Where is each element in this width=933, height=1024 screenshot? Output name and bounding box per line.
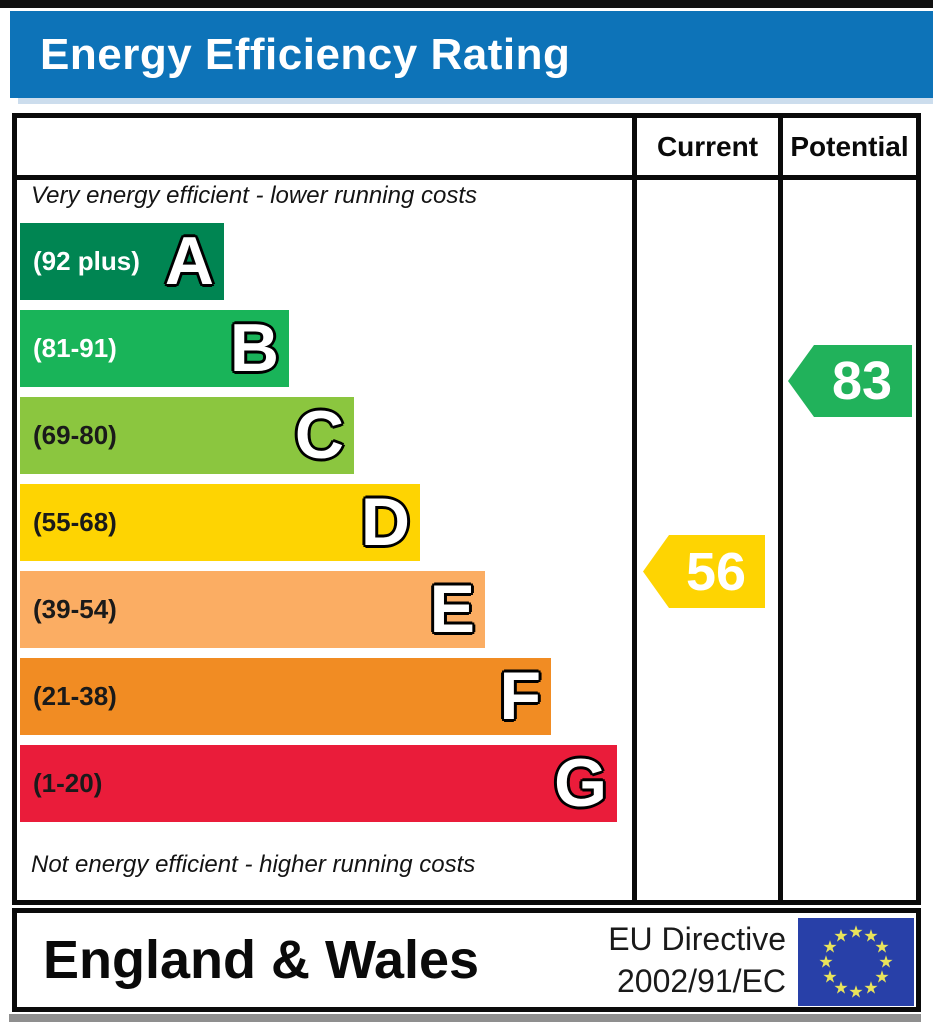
column-divider-potential (778, 118, 783, 900)
eu-directive-line2: 2002/91/EC (616, 963, 786, 999)
band-range: (21-38) (33, 681, 117, 711)
eu-star-icon: ★ (822, 967, 838, 987)
band-range: (55-68) (33, 507, 117, 537)
eu-star-icon: ★ (848, 922, 864, 942)
title-bar: Energy Efficiency Rating (10, 11, 933, 98)
band-letter: B (229, 310, 279, 386)
eu-star-icon: ★ (848, 982, 864, 1002)
band-range: (1-20) (33, 768, 103, 798)
band-row-a: (92 plus) A (20, 223, 224, 300)
footer-box: England & Wales EU Directive 2002/91/EC … (12, 908, 921, 1012)
band-row-d: (55-68) D (20, 484, 420, 561)
potential-rating-arrow: 83 (788, 345, 912, 417)
eu-star-icon: ★ (863, 978, 879, 998)
potential-rating-value: 83 (831, 351, 893, 411)
eu-star-icon: ★ (863, 926, 879, 946)
region-label: England & Wales (43, 930, 480, 990)
band-letter: A (164, 223, 214, 299)
header-row-divider (17, 175, 916, 180)
column-header-current: Current (656, 131, 759, 162)
band-range: (92 plus) (33, 246, 140, 276)
band-range: (39-54) (33, 594, 117, 624)
rating-table: Current Potential Very energy efficient … (12, 113, 921, 905)
footer-shadow (9, 1014, 921, 1022)
top-border-strip (0, 0, 933, 8)
eu-star-icon: ★ (874, 967, 890, 987)
band-range: (69-80) (33, 420, 117, 450)
band-row-f: (21-38) F (20, 658, 551, 735)
eu-directive-line1: EU Directive (608, 921, 786, 957)
eu-star-icon: ★ (833, 926, 849, 946)
title-bar-shadow (18, 98, 933, 104)
band-range: (81-91) (33, 333, 117, 363)
band-row-g: (1-20) G (20, 745, 617, 822)
bottom-note: Not energy efficient - higher running co… (31, 851, 476, 878)
eu-star-icon: ★ (818, 952, 834, 972)
column-divider-current (632, 118, 637, 900)
eu-star-icon: ★ (878, 952, 894, 972)
eu-star-icon: ★ (874, 937, 890, 957)
current-rating-value: 56 (685, 541, 747, 602)
page-title: Energy Efficiency Rating (40, 30, 571, 79)
band-letter: C (294, 397, 344, 473)
band-letter: E (429, 571, 475, 647)
eu-flag-icon: ★ ★ ★ ★ ★ ★ ★ ★ ★ ★ ★ ★ (798, 918, 914, 1006)
band-row-c: (69-80) C (20, 397, 354, 474)
eu-star-icon: ★ (833, 978, 849, 998)
band-row-b: (81-91) B (20, 310, 289, 387)
band-letter: G (554, 745, 607, 821)
top-note: Very energy efficient - lower running co… (31, 182, 477, 209)
column-header-potential: Potential (790, 131, 909, 162)
band-row-e: (39-54) E (20, 571, 485, 648)
band-letter: D (360, 484, 410, 560)
eu-star-icon: ★ (822, 937, 838, 957)
eu-directive-text: EU Directive 2002/91/EC (608, 918, 786, 1002)
current-rating-arrow: 56 (643, 535, 765, 608)
band-letter: F (499, 658, 541, 734)
